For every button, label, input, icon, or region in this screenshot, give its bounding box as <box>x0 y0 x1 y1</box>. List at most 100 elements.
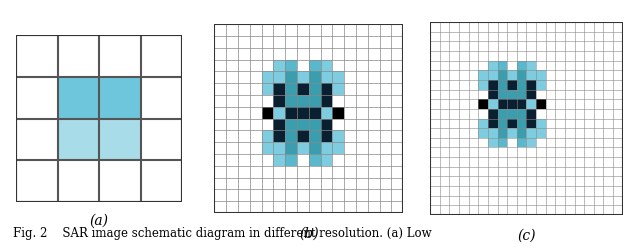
Bar <box>526 61 536 70</box>
Bar <box>321 130 332 142</box>
Bar <box>516 99 527 109</box>
Bar <box>297 119 309 130</box>
Bar <box>285 130 297 142</box>
Bar <box>273 119 285 130</box>
Bar <box>332 142 344 154</box>
Bar <box>99 119 141 160</box>
Bar <box>507 128 516 138</box>
Bar <box>321 142 332 154</box>
Bar <box>526 109 536 119</box>
Bar <box>297 95 309 107</box>
Bar <box>526 138 536 147</box>
Bar <box>297 107 309 119</box>
Bar <box>516 90 527 99</box>
Bar <box>273 95 285 107</box>
Bar <box>285 119 297 130</box>
Bar <box>262 71 273 83</box>
Bar <box>285 142 297 154</box>
Bar <box>309 130 321 142</box>
Bar <box>516 128 527 138</box>
Bar <box>536 128 546 138</box>
Bar <box>285 107 297 119</box>
Bar <box>497 70 507 80</box>
Bar <box>478 80 488 90</box>
Bar <box>478 119 488 128</box>
Bar <box>516 138 527 147</box>
Bar <box>273 130 285 142</box>
Bar <box>526 80 536 90</box>
Bar <box>497 128 507 138</box>
Bar <box>526 128 536 138</box>
Bar <box>516 109 527 119</box>
Bar <box>526 70 536 80</box>
Bar <box>488 90 497 99</box>
Text: (c): (c) <box>517 228 536 242</box>
Bar <box>309 119 321 130</box>
Bar <box>526 99 536 109</box>
Bar <box>507 109 516 119</box>
Bar <box>309 107 321 119</box>
Bar <box>507 90 516 99</box>
Bar <box>332 71 344 83</box>
Bar <box>285 95 297 107</box>
Bar <box>297 142 309 154</box>
Bar <box>507 99 516 109</box>
Bar <box>497 119 507 128</box>
Bar <box>488 109 497 119</box>
Bar <box>285 60 297 71</box>
Text: Fig. 2    SAR image schematic diagram in different resolution. (a) Low: Fig. 2 SAR image schematic diagram in di… <box>13 226 431 240</box>
Bar <box>516 61 527 70</box>
Bar <box>262 107 273 119</box>
Bar <box>497 99 507 109</box>
Bar <box>297 83 309 95</box>
Bar <box>309 142 321 154</box>
Bar <box>507 119 516 128</box>
Bar <box>309 154 321 166</box>
Bar <box>536 80 546 90</box>
Bar <box>262 130 273 142</box>
Bar <box>58 77 99 119</box>
Bar <box>526 90 536 99</box>
Bar <box>321 60 332 71</box>
Bar <box>516 80 527 90</box>
Bar <box>488 61 497 70</box>
Bar <box>273 83 285 95</box>
Bar <box>273 142 285 154</box>
Bar <box>297 130 309 142</box>
Bar <box>297 71 309 83</box>
Bar <box>285 71 297 83</box>
Bar <box>497 90 507 99</box>
Bar <box>536 119 546 128</box>
Bar <box>99 77 141 119</box>
Bar <box>536 70 546 80</box>
Bar <box>321 83 332 95</box>
Bar <box>507 70 516 80</box>
Bar <box>321 119 332 130</box>
Text: (a): (a) <box>90 213 109 227</box>
Bar <box>478 70 488 80</box>
Bar <box>309 60 321 71</box>
Bar <box>273 154 285 166</box>
Bar <box>516 119 527 128</box>
Bar <box>321 154 332 166</box>
Bar <box>309 95 321 107</box>
Bar <box>309 71 321 83</box>
Bar <box>58 119 99 160</box>
Bar <box>273 107 285 119</box>
Bar <box>273 71 285 83</box>
Bar <box>262 83 273 95</box>
Bar <box>478 128 488 138</box>
Bar <box>332 83 344 95</box>
Bar <box>507 80 516 90</box>
Bar <box>309 83 321 95</box>
Bar <box>488 99 497 109</box>
Text: (b): (b) <box>299 226 319 240</box>
Bar <box>285 154 297 166</box>
Bar <box>262 142 273 154</box>
Bar <box>497 61 507 70</box>
Bar <box>497 80 507 90</box>
Bar <box>478 99 488 109</box>
Bar <box>488 70 497 80</box>
Bar <box>536 99 546 109</box>
Bar <box>285 83 297 95</box>
